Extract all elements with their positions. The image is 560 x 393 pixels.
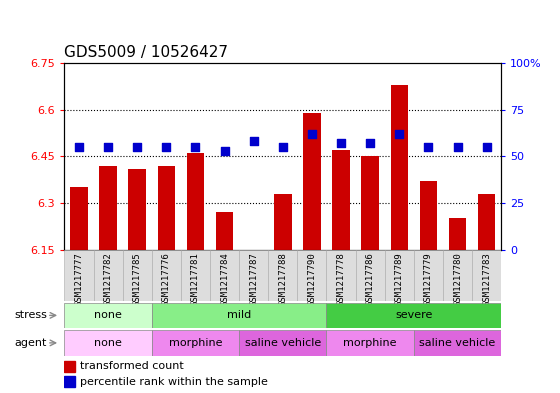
Bar <box>94 250 123 301</box>
Text: GSM1217783: GSM1217783 <box>482 252 491 306</box>
Bar <box>64 376 75 387</box>
Bar <box>64 330 152 356</box>
Text: morphine: morphine <box>169 338 222 348</box>
Point <box>74 144 83 150</box>
Bar <box>70 187 88 250</box>
Bar <box>128 169 146 250</box>
Bar <box>268 250 297 301</box>
Bar <box>472 250 501 301</box>
Bar <box>478 194 496 250</box>
Text: saline vehicle: saline vehicle <box>419 338 496 348</box>
Bar <box>123 250 152 301</box>
Bar <box>385 250 414 301</box>
Bar <box>443 250 472 301</box>
Text: severe: severe <box>395 310 432 320</box>
Text: GSM1217781: GSM1217781 <box>191 252 200 306</box>
Text: transformed count: transformed count <box>80 362 184 371</box>
Text: stress: stress <box>14 310 47 320</box>
Text: GSM1217787: GSM1217787 <box>249 252 258 306</box>
Text: GSM1217782: GSM1217782 <box>104 252 113 306</box>
Point <box>104 144 113 150</box>
Point <box>395 131 404 137</box>
Point <box>249 138 258 145</box>
Text: none: none <box>94 310 122 320</box>
Bar <box>356 250 385 301</box>
Bar <box>390 84 408 250</box>
Bar <box>414 330 501 356</box>
Text: GSM1217779: GSM1217779 <box>424 252 433 306</box>
Bar <box>419 181 437 250</box>
Text: GSM1217777: GSM1217777 <box>74 252 83 306</box>
Bar <box>152 250 181 301</box>
Bar <box>332 150 350 250</box>
Text: GSM1217789: GSM1217789 <box>395 252 404 306</box>
Text: GSM1217785: GSM1217785 <box>133 252 142 306</box>
Point <box>482 144 491 150</box>
Point <box>307 131 316 137</box>
Text: GSM1217778: GSM1217778 <box>337 252 346 306</box>
Text: GSM1217788: GSM1217788 <box>278 252 287 306</box>
Bar <box>152 303 326 328</box>
Bar <box>326 250 356 301</box>
Point <box>424 144 433 150</box>
Bar <box>303 113 321 250</box>
Point <box>133 144 142 150</box>
Text: GSM1217790: GSM1217790 <box>307 252 316 306</box>
Bar <box>64 303 152 328</box>
Text: GSM1217776: GSM1217776 <box>162 252 171 306</box>
Point <box>366 140 375 146</box>
Text: GDS5009 / 10526427: GDS5009 / 10526427 <box>64 45 228 60</box>
Bar <box>239 330 326 356</box>
Text: saline vehicle: saline vehicle <box>245 338 321 348</box>
Bar <box>186 153 204 250</box>
Point <box>453 144 462 150</box>
Text: GSM1217784: GSM1217784 <box>220 252 229 306</box>
Text: percentile rank within the sample: percentile rank within the sample <box>80 377 268 387</box>
Bar <box>99 165 117 250</box>
Bar <box>64 361 75 372</box>
Bar <box>414 250 443 301</box>
Text: agent: agent <box>15 338 47 348</box>
Bar <box>239 250 268 301</box>
Bar <box>449 219 466 250</box>
Point <box>191 144 200 150</box>
Text: GSM1217780: GSM1217780 <box>453 252 462 306</box>
Bar <box>64 250 94 301</box>
Bar <box>326 303 501 328</box>
Point <box>162 144 171 150</box>
Bar <box>152 330 239 356</box>
Point <box>337 140 346 146</box>
Text: none: none <box>94 338 122 348</box>
Bar <box>274 194 292 250</box>
Bar <box>181 250 210 301</box>
Text: morphine: morphine <box>343 338 397 348</box>
Bar <box>326 330 414 356</box>
Text: GSM1217786: GSM1217786 <box>366 252 375 306</box>
Point <box>220 147 229 154</box>
Bar <box>361 156 379 250</box>
Bar <box>216 212 234 250</box>
Bar <box>297 250 326 301</box>
Bar <box>157 165 175 250</box>
Bar <box>210 250 239 301</box>
Point <box>278 144 287 150</box>
Text: mild: mild <box>227 310 251 320</box>
